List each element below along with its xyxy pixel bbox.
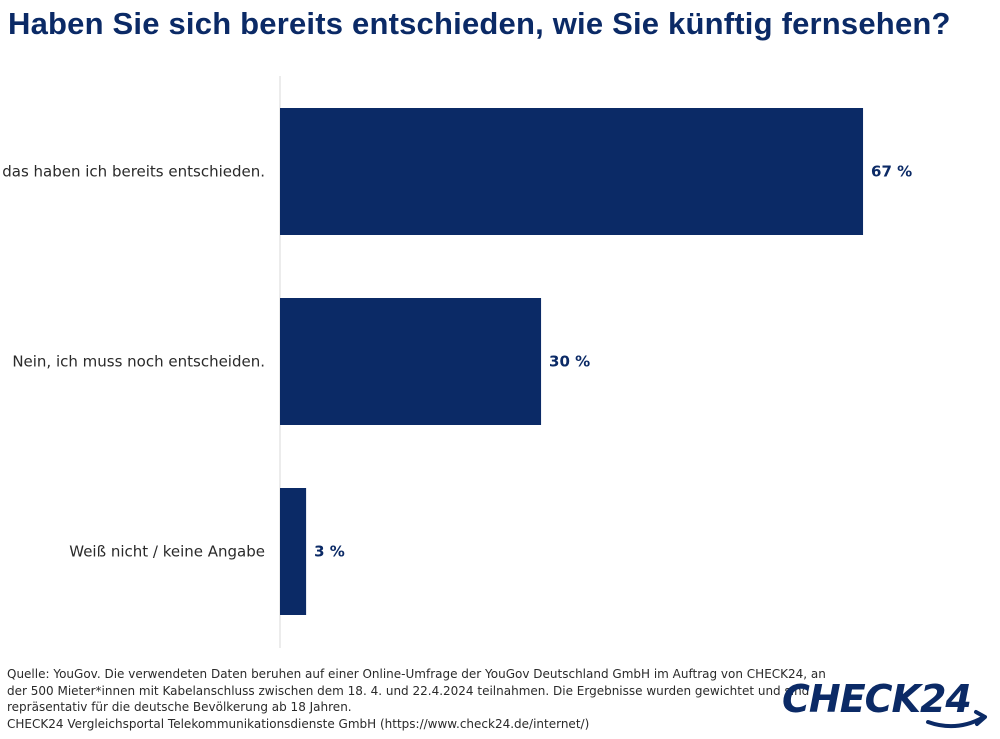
source-line-3: repräsentativ für die deutsche Bevölkeru… xyxy=(7,700,352,714)
logo-swoosh-arrow xyxy=(974,710,987,726)
logo-text: CHECK24 xyxy=(782,677,971,721)
value-label: 3 % xyxy=(314,543,345,561)
logo-swoosh xyxy=(926,716,984,729)
source-note: Quelle: YouGov. Die verwendeten Daten be… xyxy=(7,666,826,732)
source-line-1: Quelle: YouGov. Die verwendeten Daten be… xyxy=(7,667,826,681)
category-label: Weiß nicht / keine Angabe xyxy=(69,543,265,561)
bar xyxy=(280,108,864,235)
value-label: 67 % xyxy=(871,163,912,181)
value-label: 30 % xyxy=(549,353,590,371)
bar-chart: Ja, das haben ich bereits entschieden. 67… xyxy=(0,76,912,648)
source-line-2: der 500 Mieter*innen mit Kabelanschluss … xyxy=(7,683,810,698)
check24-logo: CHECK24 xyxy=(782,677,987,729)
bar xyxy=(280,298,542,425)
category-label: Nein, ich muss noch entscheiden. xyxy=(12,353,265,371)
bars-group: Ja, das haben ich bereits entschieden. 67… xyxy=(0,108,912,615)
chart-title: Haben Sie sich bereits entschieden, wie … xyxy=(8,6,951,41)
source-line-4: CHECK24 Vergleichsportal Telekommunikati… xyxy=(7,716,590,731)
category-label: Ja, das haben ich bereits entschieden. xyxy=(0,163,265,181)
bar xyxy=(280,488,307,615)
